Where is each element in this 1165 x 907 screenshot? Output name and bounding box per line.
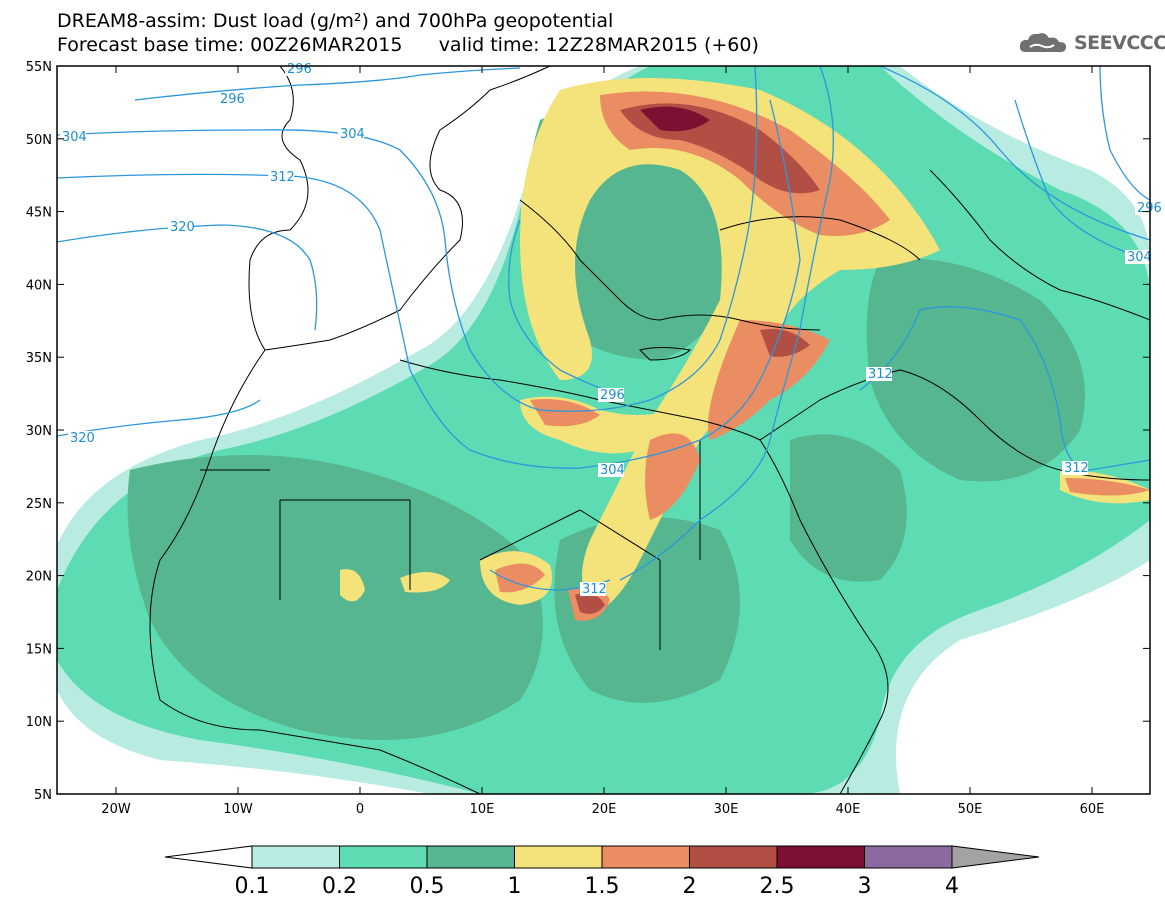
colorbar-swatch	[864, 845, 953, 869]
contour-label: 312	[270, 170, 295, 185]
dust-field	[57, 66, 1150, 794]
coastlines	[149, 66, 1150, 794]
colorbar-tick-label: 3	[858, 874, 872, 899]
lat-label: 25N	[26, 497, 52, 512]
colorbar-max-arrow	[951, 845, 1040, 869]
longitude-axis: 20W 10W 0 10E 20E 30E 40E 50E 60E	[101, 66, 1104, 817]
colorbar-tick-label: 0.5	[410, 874, 445, 899]
chart-subtitle: Forecast base time: 00Z26MAR2015 valid t…	[57, 34, 759, 56]
lon-label: 10W	[223, 802, 253, 817]
lon-label: 60E	[1080, 802, 1105, 817]
colorbar-swatch	[339, 845, 428, 869]
lat-label: 5N	[34, 788, 52, 803]
lat-label: 35N	[26, 351, 52, 366]
lat-label: 55N	[26, 60, 52, 75]
colorbar-min-arrow	[164, 845, 253, 869]
colorbar-tick-label: 2	[683, 874, 697, 899]
lon-label: 30E	[714, 802, 739, 817]
contour-label: 304	[62, 130, 87, 145]
cloud-icon	[1019, 33, 1067, 53]
contour-label: 312	[1064, 461, 1089, 476]
geopotential-contours	[57, 66, 1150, 591]
lat-label: 20N	[26, 570, 52, 585]
contour-label: 296	[287, 62, 312, 77]
colorbar-tick-label: 1	[508, 874, 522, 899]
contour-label: 312	[582, 582, 607, 597]
lat-label: 10N	[26, 715, 52, 730]
lon-label: 20W	[101, 802, 131, 817]
lat-label: 50N	[26, 133, 52, 148]
colorbar-tick-label: 1.5	[585, 874, 620, 899]
contour-labels: 296 304 312 320 296 304 296 304 312 312 …	[60, 62, 1162, 597]
lat-label: 40N	[26, 278, 52, 293]
contour-label: 304	[600, 463, 625, 478]
colorbar: 0.1 0.2 0.5 1 1.5 2 2.5 3 4	[164, 845, 1040, 899]
colorbar-swatch	[689, 845, 778, 869]
colorbar-tick-label: 2.5	[760, 874, 795, 899]
contour-label: 296	[600, 388, 625, 403]
contour-label: 304	[1127, 250, 1152, 265]
contour-label: 312	[868, 367, 893, 382]
colorbar-swatch	[601, 845, 690, 869]
colorbar-tick-label: 0.1	[235, 874, 270, 899]
seevccc-logo: SEEVCCC	[1018, 30, 1165, 56]
latitude-axis: 55N 50N 45N 40N 35N 30N 25N 20N 15N 10N 5N	[26, 60, 1150, 803]
colorbar-swatch	[776, 845, 865, 869]
lon-label: 20E	[592, 802, 617, 817]
colorbar-swatch	[251, 845, 340, 869]
lon-label: 40E	[836, 802, 861, 817]
contour-label: 304	[340, 127, 365, 142]
lon-label: 10E	[470, 802, 495, 817]
lat-label: 45N	[26, 206, 52, 221]
lat-label: 15N	[26, 642, 52, 657]
lon-label: 0	[356, 802, 364, 817]
chart-title: DREAM8-assim: Dust load (g/m²) and 700hP…	[57, 10, 614, 32]
contour-label: 320	[70, 431, 95, 446]
colorbar-tick-label: 4	[945, 874, 959, 899]
contour-label: 320	[170, 220, 195, 235]
colorbar-swatch	[514, 845, 603, 869]
contour-label: 296	[220, 92, 245, 107]
colorbar-swatch	[426, 845, 515, 869]
lon-label: 50E	[958, 802, 983, 817]
colorbar-tick-label: 0.2	[322, 874, 357, 899]
logo-text: SEEVCCC	[1074, 32, 1165, 54]
lat-label: 30N	[26, 424, 52, 439]
